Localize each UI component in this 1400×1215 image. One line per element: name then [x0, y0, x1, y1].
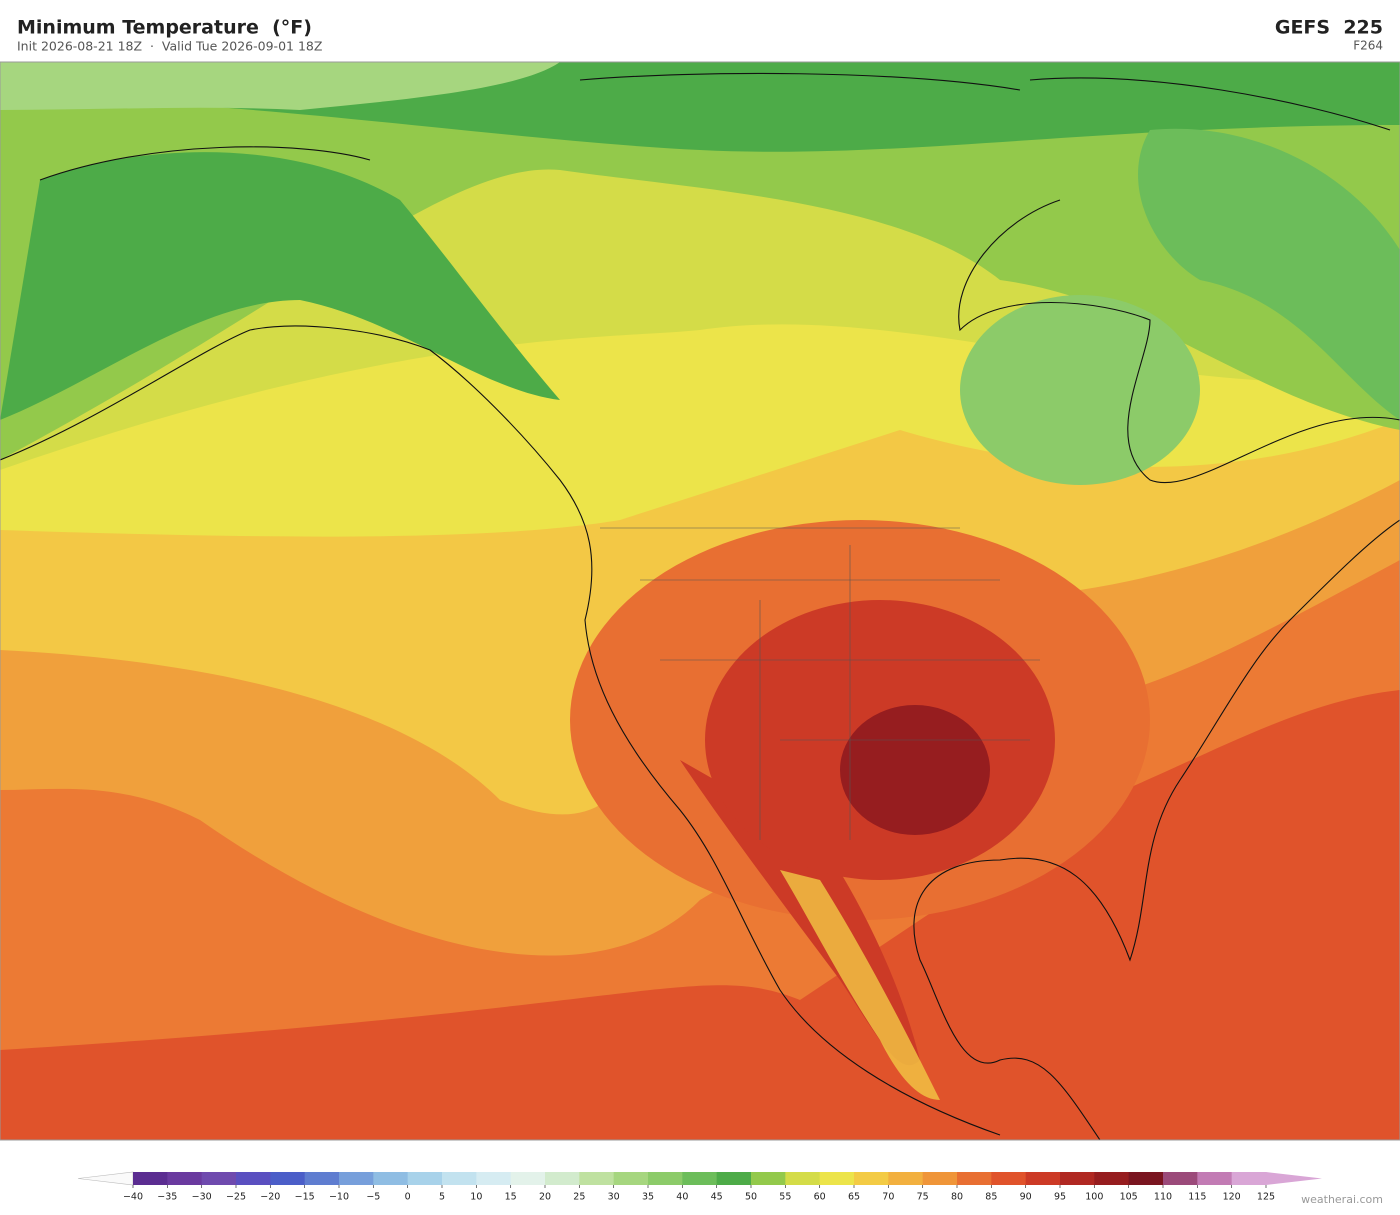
- colorbar-swatch: [1094, 1172, 1130, 1185]
- colorbar-tick-label: 35: [642, 1192, 654, 1203]
- colorbar-tick-label: 20: [539, 1192, 551, 1203]
- colorbar-tick-label: 100: [1085, 1192, 1103, 1203]
- colorbar-tick-label: 25: [573, 1192, 585, 1203]
- coastline: [0, 325, 1001, 1136]
- colorbar-tick-label: 30: [608, 1192, 620, 1203]
- colorbar-swatch: [201, 1172, 237, 1185]
- colorbar: −40 −35 −30 −25 −20 −15 −10 −5 0 5 10 15 20 25 30 35 40 4…: [77, 1171, 1322, 1203]
- colorbar-tick-label: 50: [745, 1192, 757, 1203]
- colorbar-tick-label: 10: [470, 1192, 482, 1203]
- colorbar-tick-label: 85: [985, 1192, 997, 1203]
- colorbar-tick-label: 45: [711, 1192, 723, 1203]
- colorbar-swatch: [304, 1172, 340, 1185]
- map: [0, 61, 1400, 1141]
- coastline: [39, 72, 1391, 181]
- colorbar-tick-label: 70: [882, 1192, 894, 1203]
- field: [0, 62, 1400, 460]
- colorbar-tick-label: 0: [405, 1192, 411, 1203]
- colorbar-tick-label: 95: [1054, 1192, 1066, 1203]
- field: [960, 295, 1200, 485]
- colorbar-tick-label: 75: [917, 1192, 929, 1203]
- colorbar-tick-label: −20: [260, 1192, 280, 1203]
- field: [780, 870, 940, 1100]
- colorbar-swatch: [819, 1172, 855, 1185]
- colorbar-tick-label: −40: [123, 1192, 143, 1203]
- colorbar-swatch: [613, 1172, 649, 1185]
- colorbar-tick-label: 55: [779, 1192, 791, 1203]
- colorbar-swatch: [854, 1172, 889, 1185]
- colorbar-tick-label: 105: [1120, 1192, 1138, 1203]
- state-borders: [600, 527, 1040, 840]
- map-frame: [0, 61, 1400, 1141]
- field: [840, 705, 990, 835]
- field: [1138, 128, 1400, 421]
- colorbar-tick-label: −35: [157, 1192, 177, 1203]
- colorbar-swatch: [1128, 1172, 1164, 1185]
- colorbar-swatch: [167, 1172, 203, 1185]
- colorbar-tick-label: 110: [1154, 1192, 1172, 1203]
- watermark: weatherai.com: [1301, 1193, 1383, 1206]
- map-title: Minimum Temperature (°F): [17, 17, 312, 39]
- colorbar-tick-label: 125: [1257, 1192, 1275, 1203]
- colorbar-tick-label: 120: [1223, 1192, 1241, 1203]
- coastline: [958, 199, 1400, 484]
- field: [0, 62, 560, 110]
- colorbar-swatch: [373, 1172, 409, 1185]
- colorbar-tick-label: 90: [1020, 1192, 1032, 1203]
- colorbar-tick-label: 80: [951, 1192, 963, 1203]
- colorbar-extend-high: [1266, 1172, 1322, 1185]
- colorbar-swatch: [991, 1172, 1027, 1185]
- colorbar-swatch: [957, 1172, 992, 1185]
- colorbar-swatch: [339, 1172, 374, 1185]
- colorbar-swatch: [1060, 1172, 1095, 1185]
- colorbar-tick-label: 65: [848, 1192, 860, 1203]
- colorbar-swatch: [888, 1172, 924, 1185]
- colorbar-tick-label: −30: [192, 1192, 212, 1203]
- colorbar-swatch: [785, 1172, 821, 1185]
- colorbar-tick-label: −5: [366, 1192, 380, 1203]
- colorbar-swatch: [922, 1172, 958, 1185]
- colorbar-swatch: [648, 1172, 683, 1185]
- model-name: GEFS 225: [1275, 17, 1383, 39]
- colorbar-tick-label: −25: [226, 1192, 246, 1203]
- colorbar-swatch: [751, 1172, 786, 1185]
- forecast-hour: F264: [1353, 39, 1383, 53]
- colorbar-swatch: [716, 1172, 752, 1185]
- colorbar-swatch: [476, 1172, 512, 1185]
- colorbar-swatch: [442, 1172, 477, 1185]
- colorbar-tick-label: 15: [505, 1192, 517, 1203]
- colorbar-swatch: [270, 1172, 306, 1185]
- colorbar-swatch: [510, 1172, 546, 1185]
- field: [0, 152, 560, 420]
- colorbar-tick-label: 60: [814, 1192, 826, 1203]
- coastline: [913, 519, 1400, 1140]
- colorbar-swatch: [1163, 1172, 1198, 1185]
- colorbar-tick-label: 5: [439, 1192, 445, 1203]
- colorbar-tick-label: 115: [1188, 1192, 1206, 1203]
- colorbar-swatch: [133, 1172, 168, 1185]
- colorbar-tick-label: 40: [676, 1192, 688, 1203]
- colorbar-swatch: [1025, 1172, 1061, 1185]
- colorbar-swatch: [682, 1172, 718, 1185]
- colorbar-tick-label: −15: [295, 1192, 315, 1203]
- colorbar-extend-low: [77, 1171, 134, 1186]
- colorbar-swatch: [1197, 1172, 1233, 1185]
- colorbar-swatch: [1231, 1172, 1267, 1185]
- colorbar-swatch: [236, 1172, 271, 1185]
- colorbar-swatch: [545, 1172, 580, 1185]
- colorbar-swatch: [579, 1172, 615, 1185]
- map-subtitle: Init 2026-08-21 18Z · Valid Tue 2026-09-…: [17, 39, 322, 54]
- colorbar-swatch: [407, 1172, 443, 1185]
- colorbar-tick-label: −10: [329, 1192, 349, 1203]
